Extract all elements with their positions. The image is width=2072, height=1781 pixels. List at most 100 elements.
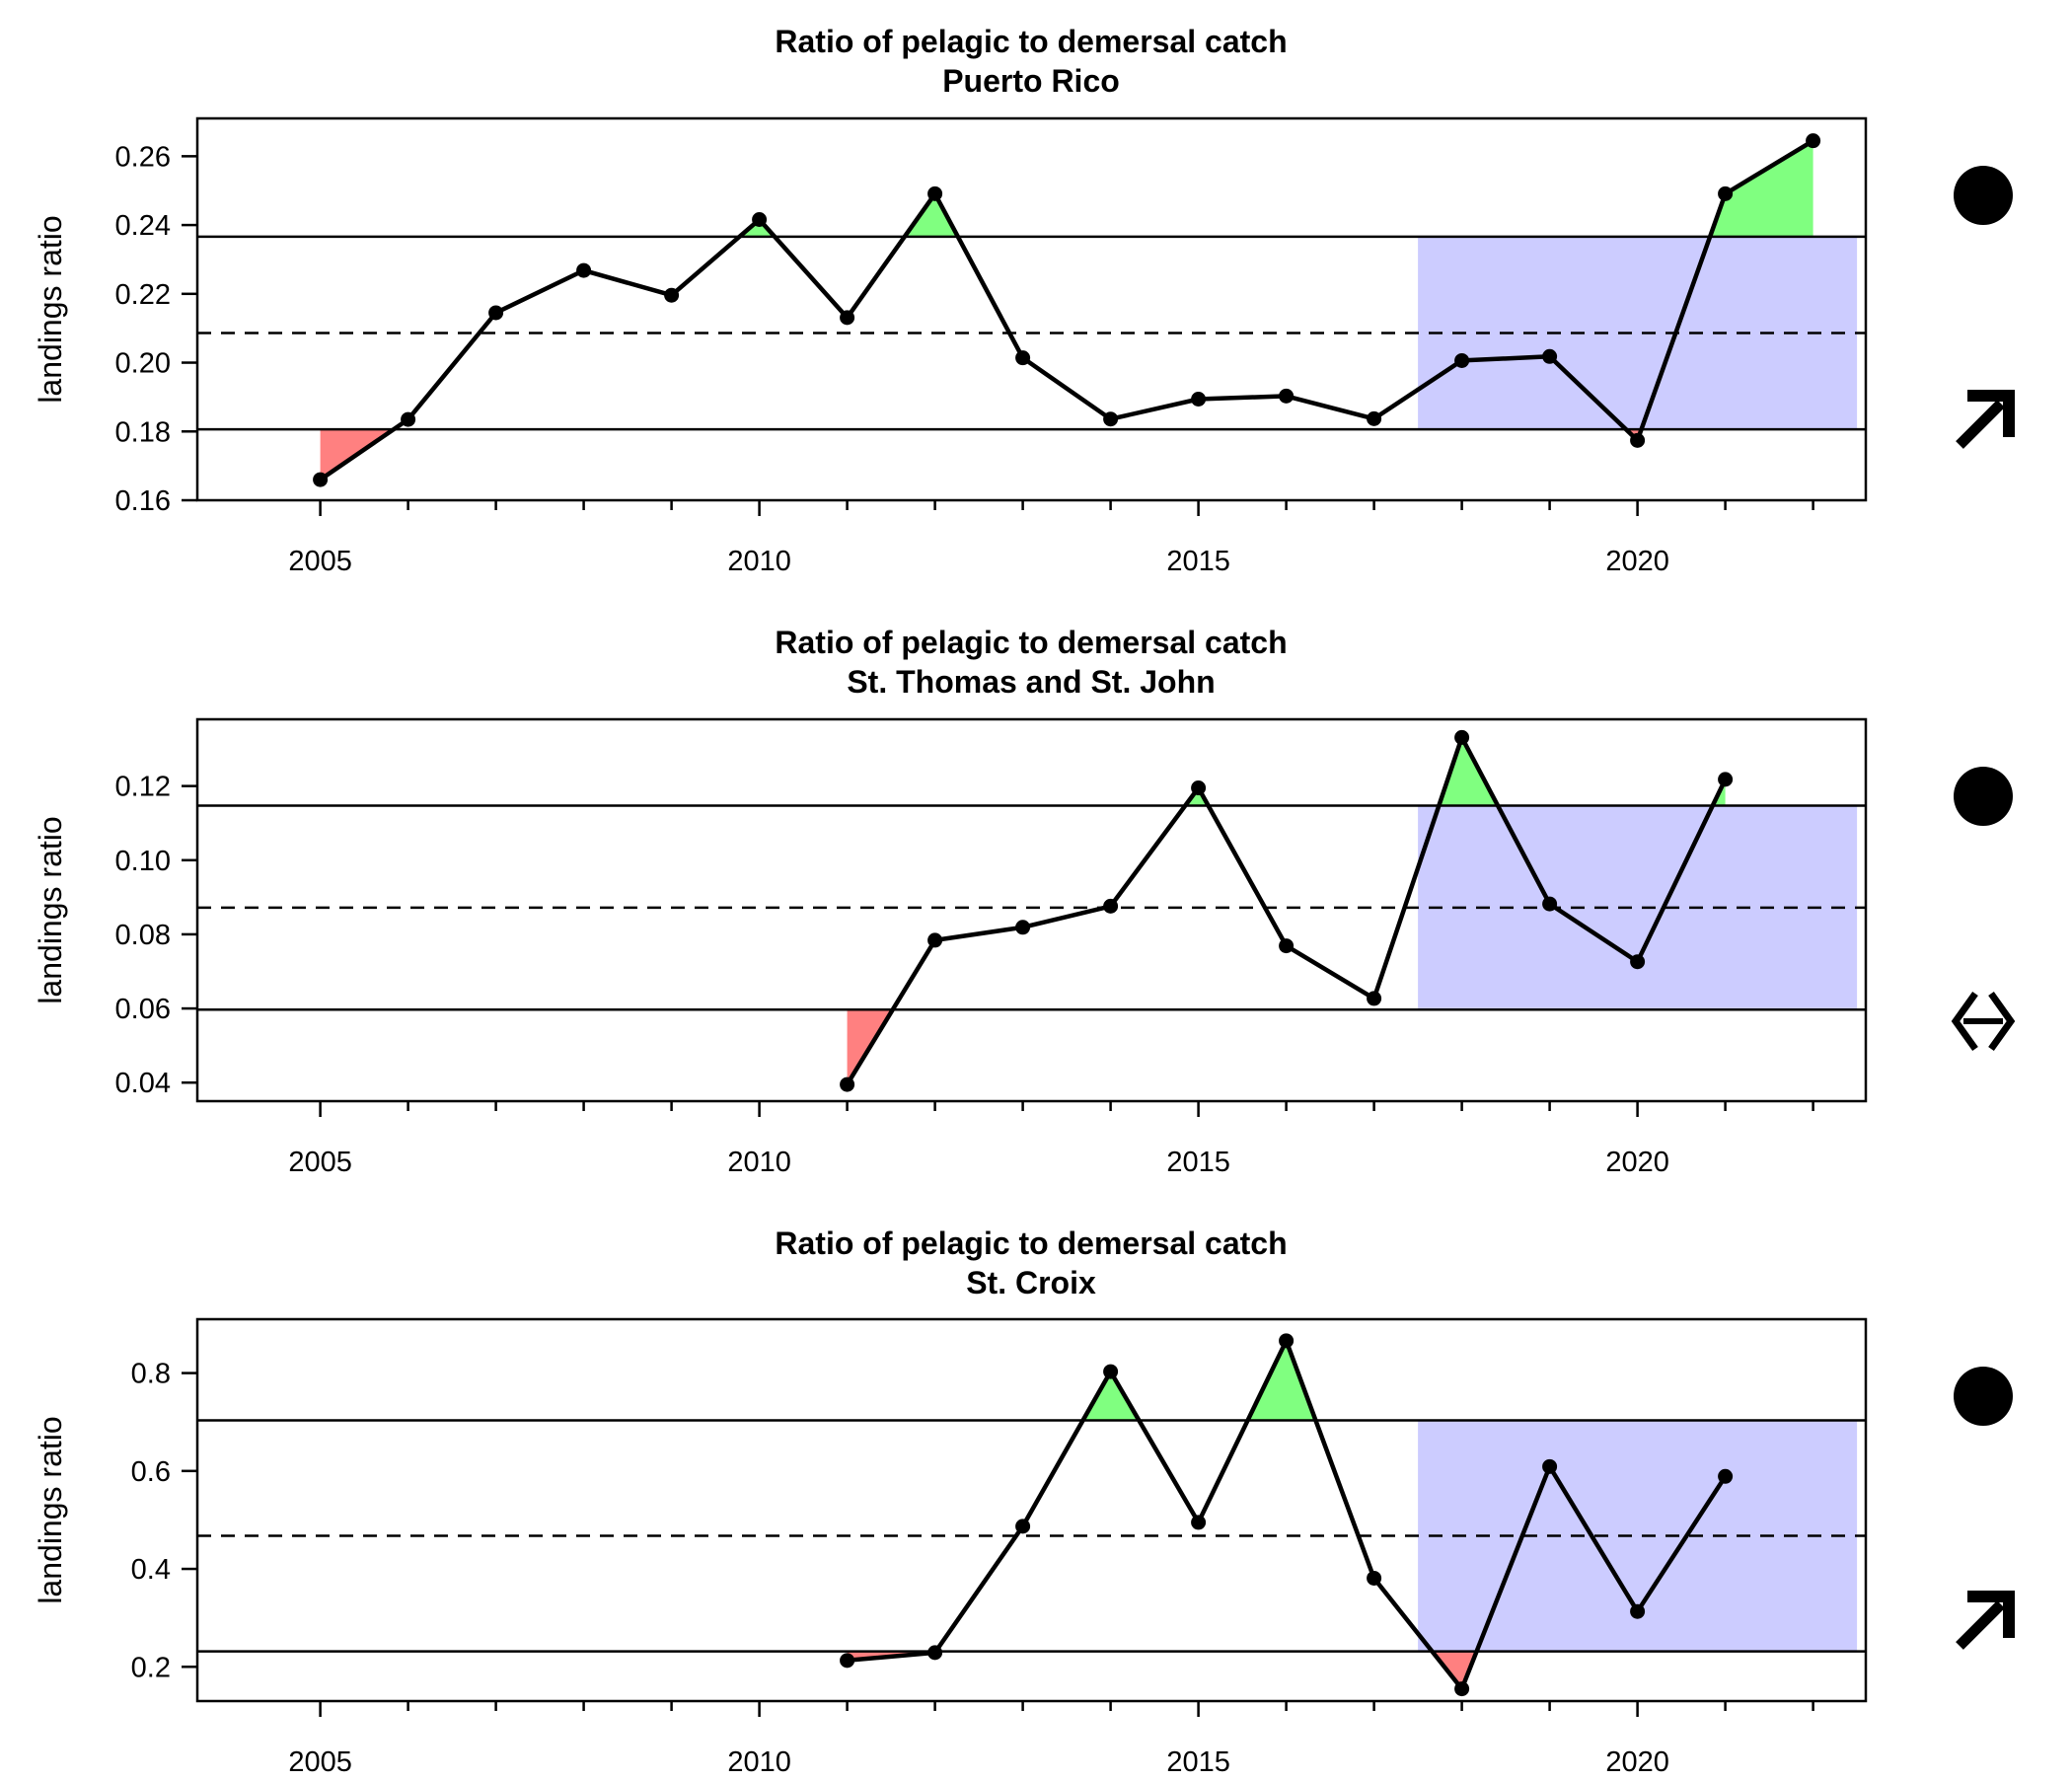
double-arrow-horizontal-icon <box>1951 991 2016 1052</box>
data-point <box>1103 411 1119 427</box>
data-point <box>1630 954 1646 970</box>
chart-panel-2: Ratio of pelagic to demersal catch St. Th… <box>33 625 2016 1178</box>
y-tick-label: 0.10 <box>115 846 171 877</box>
y-tick-label: 0.04 <box>115 1068 171 1099</box>
data-point <box>313 472 329 487</box>
x-tick-label: 2005 <box>288 546 352 577</box>
x-tick-label: 2010 <box>727 546 791 577</box>
data-point <box>488 305 504 321</box>
data-point <box>1191 780 1207 796</box>
data-point <box>1454 352 1470 368</box>
data-point <box>1542 1458 1558 1474</box>
chart-title: Ratio of pelagic to demersal catch <box>775 24 1287 59</box>
arrow-head <box>1967 1591 2015 1638</box>
data-point <box>840 310 855 326</box>
data-point <box>1103 898 1119 914</box>
recent-period-region <box>1418 236 1858 430</box>
chart-panel-3: Ratio of pelagic to demersal catch St. Cr… <box>33 1225 2015 1778</box>
arrow-shaft <box>1956 1600 2005 1650</box>
above-threshold-fill <box>904 193 958 237</box>
data-point <box>1542 348 1558 364</box>
data-point <box>1367 991 1382 1006</box>
plot-frame <box>195 1317 1868 1703</box>
data-point <box>1279 938 1295 954</box>
data-point <box>1454 729 1470 745</box>
chart-subtitle: St. Thomas and St. John <box>847 664 1215 700</box>
y-tick-label: 0.6 <box>131 1456 171 1488</box>
arrow-up-right-icon <box>1956 1591 2015 1650</box>
series-line <box>319 138 1814 482</box>
data-point <box>1191 391 1207 407</box>
arrow-head <box>1967 390 2015 437</box>
data-point <box>576 262 592 278</box>
data-point <box>1718 186 1734 201</box>
above-threshold-fill <box>1439 737 1499 806</box>
circle-icon <box>1954 1367 2013 1426</box>
data-point <box>1191 1515 1207 1530</box>
data-point <box>1718 1468 1734 1484</box>
plot-frame <box>195 116 1868 502</box>
recent-period-region <box>1418 805 1858 1010</box>
data-point <box>1367 1570 1382 1586</box>
x-tick-label: 2015 <box>1166 546 1230 577</box>
y-tick-label: 0.8 <box>131 1359 171 1390</box>
data-point <box>1279 388 1295 404</box>
circle-icon <box>1954 166 2013 225</box>
y-tick-label: 0.06 <box>115 994 171 1025</box>
y-tick-label: 0.4 <box>131 1554 171 1586</box>
y-tick-label: 0.24 <box>115 210 171 242</box>
x-tick-label: 2010 <box>727 1147 791 1178</box>
arrow-up-right-icon <box>1956 390 2015 449</box>
data-point <box>1718 772 1734 787</box>
data-point <box>927 1645 943 1661</box>
data-point <box>1542 896 1558 912</box>
above-threshold-fill <box>739 219 776 237</box>
data-point <box>1454 1681 1470 1697</box>
x-tick-label: 2015 <box>1166 1147 1230 1178</box>
above-threshold-fill <box>1247 1340 1316 1421</box>
x-tick-label: 2005 <box>288 1746 352 1776</box>
x-tick-label: 2020 <box>1605 1147 1669 1178</box>
y-axis-label: landings ratio <box>33 816 68 1003</box>
y-axis-label: landings ratio <box>33 1416 68 1603</box>
chart-panel-1: Ratio of pelagic to demersal catch Puerto… <box>33 24 2015 577</box>
data-point <box>1806 133 1821 149</box>
y-tick-label: 0.12 <box>115 772 171 803</box>
data-point <box>664 287 680 303</box>
y-tick-label: 0.22 <box>115 279 171 311</box>
data-point <box>1630 432 1646 448</box>
data-point <box>1015 350 1031 366</box>
x-tick-label: 2005 <box>288 1147 352 1178</box>
data-point <box>752 212 768 228</box>
x-tick-label: 2020 <box>1605 546 1669 577</box>
chart-title: Ratio of pelagic to demersal catch <box>775 1225 1287 1261</box>
data-point <box>1279 1333 1295 1349</box>
y-tick-label: 0.26 <box>115 141 171 173</box>
circle-icon <box>1954 767 2013 826</box>
chart-subtitle: St. Croix <box>966 1265 1096 1300</box>
y-tick-label: 0.18 <box>115 416 171 448</box>
y-axis-label: landings ratio <box>33 215 68 403</box>
chart-title: Ratio of pelagic to demersal catch <box>775 625 1287 660</box>
above-threshold-fill <box>1710 140 1813 237</box>
y-tick-label: 0.16 <box>115 485 171 517</box>
chart-subtitle: Puerto Rico <box>942 63 1120 99</box>
arrow-shaft <box>1956 400 2005 449</box>
y-tick-label: 0.2 <box>131 1652 171 1683</box>
data-point <box>401 411 416 427</box>
data-point <box>1367 410 1382 426</box>
data-point <box>1103 1364 1119 1379</box>
x-tick-label: 2015 <box>1166 1746 1230 1776</box>
above-threshold-fill <box>1082 1372 1140 1421</box>
x-tick-label: 2010 <box>727 1746 791 1776</box>
arrow-head-left <box>1951 991 1978 1052</box>
data-point <box>1630 1603 1646 1619</box>
data-point <box>927 186 943 201</box>
data-point <box>840 1653 855 1669</box>
arrow-head-right <box>1988 991 2016 1052</box>
plot-frame <box>195 717 1868 1103</box>
data-point <box>927 932 943 948</box>
x-tick-label: 2020 <box>1605 1746 1669 1776</box>
